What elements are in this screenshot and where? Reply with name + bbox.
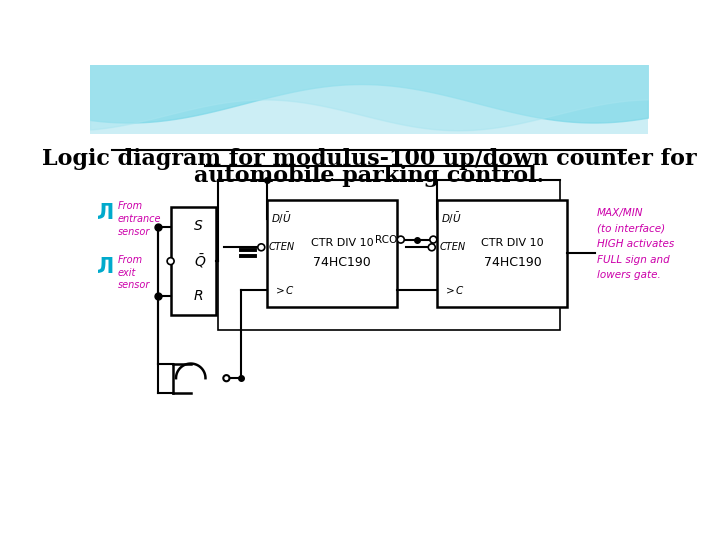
- Text: From
entrance
sensor: From entrance sensor: [118, 201, 161, 237]
- Text: S: S: [194, 219, 203, 233]
- Circle shape: [167, 258, 174, 265]
- Bar: [171, 207, 216, 315]
- Text: MAX/MIN
(to interface)
HIGH activates
FULL sign and
lowers gate.: MAX/MIN (to interface) HIGH activates FU…: [597, 208, 674, 280]
- Text: CTR DIV 10: CTR DIV 10: [311, 238, 374, 248]
- Text: Л: Л: [97, 258, 114, 278]
- Circle shape: [258, 244, 265, 251]
- Text: 74HC190: 74HC190: [313, 255, 371, 268]
- Text: R: R: [194, 289, 203, 303]
- Text: CTEN: CTEN: [439, 242, 466, 252]
- Text: $\bar{Q}$: $\bar{Q}$: [194, 252, 207, 270]
- Text: $D/\bar{U}$: $D/\bar{U}$: [441, 211, 462, 226]
- Text: From
exit
sensor: From exit sensor: [118, 255, 150, 291]
- Text: $>C$: $>C$: [444, 285, 465, 296]
- Circle shape: [397, 236, 404, 243]
- Text: RCO: RCO: [375, 234, 397, 245]
- Circle shape: [430, 236, 437, 243]
- Text: Logic diagram for modulus-100 up/down counter for: Logic diagram for modulus-100 up/down co…: [42, 148, 696, 170]
- Text: automobile parking control.: automobile parking control.: [194, 165, 544, 187]
- Text: CTEN: CTEN: [269, 242, 295, 252]
- Text: $>C$: $>C$: [273, 285, 294, 296]
- Bar: [437, 200, 567, 307]
- Bar: [266, 200, 397, 307]
- Text: CTR DIV 10: CTR DIV 10: [482, 238, 544, 248]
- Text: $D/\bar{U}$: $D/\bar{U}$: [271, 211, 292, 226]
- Text: 74HC190: 74HC190: [484, 255, 541, 268]
- Polygon shape: [90, 134, 648, 481]
- Text: Л: Л: [97, 202, 114, 222]
- Bar: [218, 180, 560, 330]
- Circle shape: [223, 375, 230, 381]
- Circle shape: [428, 244, 436, 251]
- Polygon shape: [90, 65, 648, 150]
